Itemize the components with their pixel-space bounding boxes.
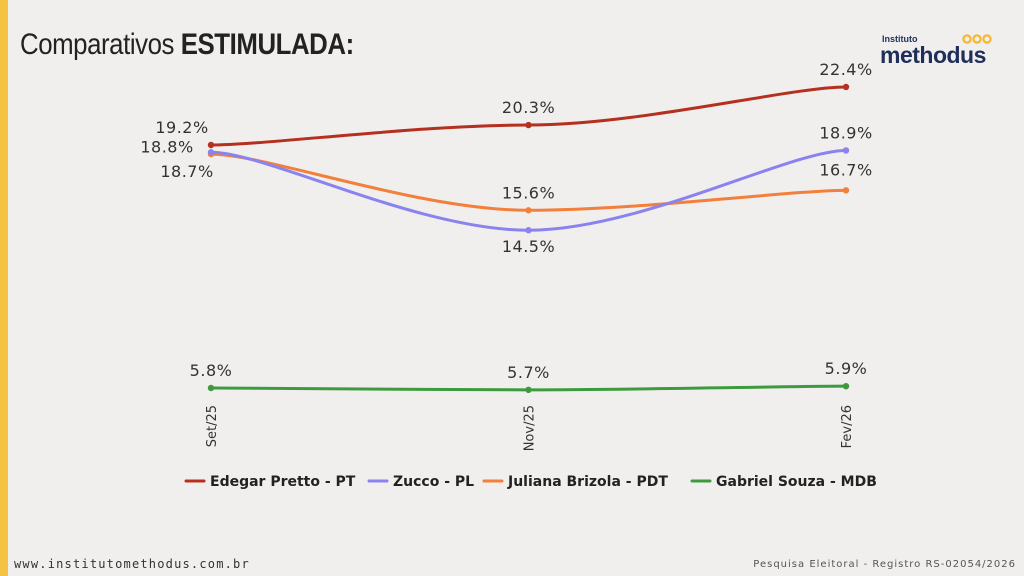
accent-left-bar [0, 0, 8, 576]
x-tick-label: Fev/26 [840, 405, 855, 448]
legend-label: Gabriel Souza - MDB [716, 474, 877, 490]
data-label: 18.8% [140, 137, 193, 156]
legend-label: Edegar Pretto - PT [210, 474, 356, 490]
data-point [842, 187, 850, 194]
logo-small-text: Instituto [882, 34, 918, 44]
data-point [842, 147, 850, 154]
data-point [525, 386, 532, 394]
data-label: 18.9% [819, 123, 872, 142]
page-title: Comparativos ESTIMULADA: [20, 28, 354, 62]
data-label: 15.6% [502, 183, 555, 202]
data-point [207, 384, 215, 392]
data-label: 20.3% [502, 98, 555, 117]
legend-item: Juliana Brizola - PDT [482, 474, 668, 490]
logo-dots-icon [962, 34, 992, 44]
methodus-logo: Instituto methodus [880, 34, 992, 70]
data-point [842, 83, 850, 91]
x-tick-label: Nov/25 [523, 405, 538, 451]
registration-note: Pesquisa Eleitoral - Registro RS-02054/2… [753, 559, 1016, 570]
data-label: 14.5% [502, 237, 555, 256]
data-label: 5.8% [190, 361, 233, 380]
data-point [207, 141, 215, 149]
website-url: www.institutomethodus.com.br [14, 557, 250, 571]
series-0: 19.2% 20.3% 22.4% [155, 60, 872, 149]
data-label: 16.7% [819, 160, 872, 179]
data-label: 5.7% [507, 363, 550, 382]
legend-item: Gabriel Souza - MDB [690, 474, 877, 490]
legend-item: Edegar Pretto - PT [184, 474, 356, 490]
data-label: 18.7% [160, 162, 213, 181]
data-point [207, 149, 215, 156]
data-point [525, 121, 532, 129]
series-3: 5.8% 5.7% 5.9% [190, 359, 868, 394]
series-1: 18.8% 14.5% 18.9% [140, 123, 872, 256]
data-label: 5.9% [825, 359, 868, 378]
title-bold: ESTIMULADA: [180, 28, 354, 61]
legend-label: Juliana Brizola - PDT [507, 474, 668, 490]
legend-label: Zucco - PL [393, 474, 474, 490]
title-prefix: Comparativos [20, 28, 175, 61]
data-label: 22.4% [819, 60, 872, 79]
logo-main-text: methodus [880, 42, 986, 68]
data-label: 19.2% [155, 118, 208, 137]
data-point [525, 207, 532, 214]
data-point [525, 227, 532, 234]
series-2: 18.7% 15.6% 16.7% [160, 150, 872, 214]
x-tick-label: Set/25 [205, 405, 220, 447]
data-point [842, 382, 850, 390]
legend-item: Zucco - PL [367, 474, 474, 490]
